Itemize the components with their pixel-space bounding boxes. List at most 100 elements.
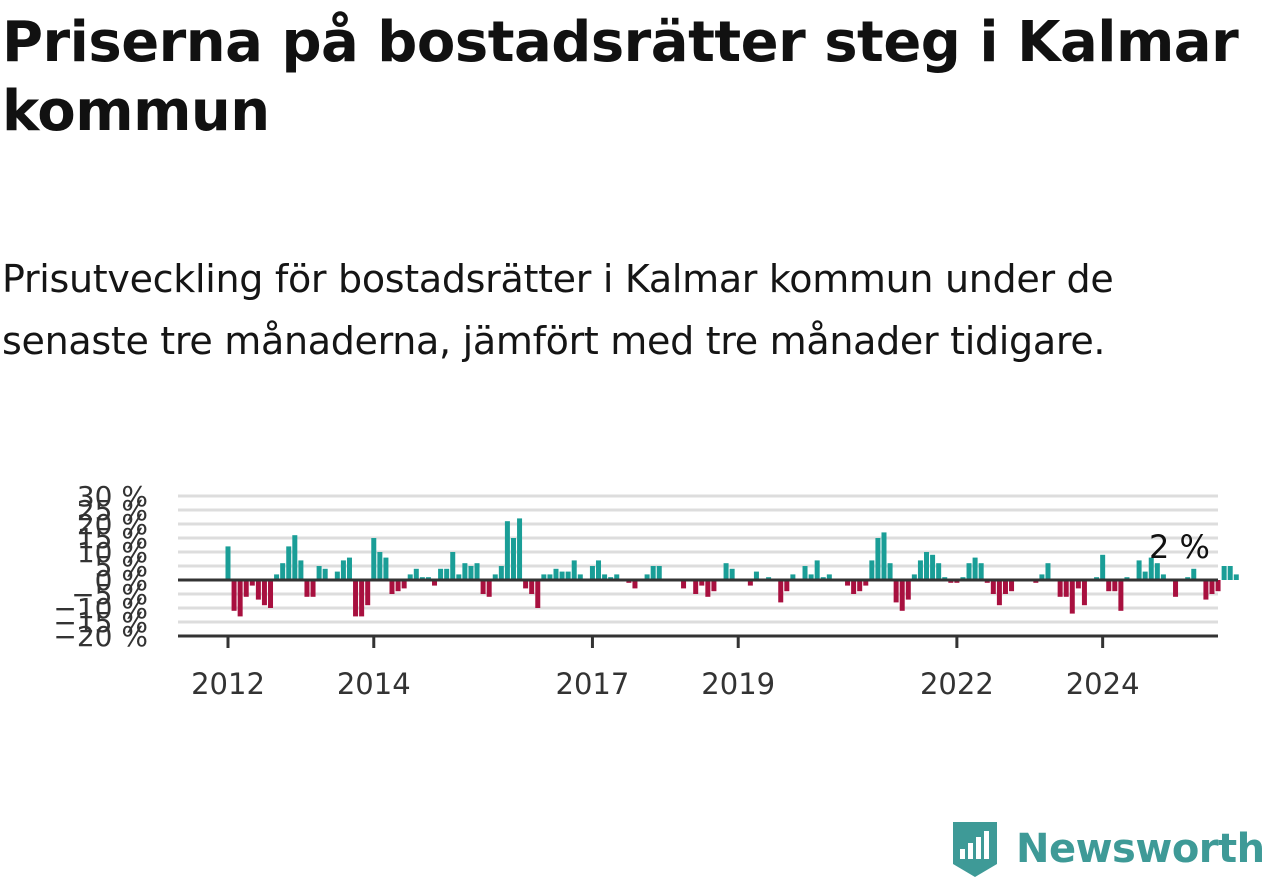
newsworthy-logo-icon (953, 822, 997, 877)
bar (972, 557, 978, 580)
bar (365, 580, 371, 606)
bar (1215, 580, 1221, 592)
bar (529, 580, 535, 594)
bar (1136, 560, 1142, 580)
bar (936, 563, 942, 580)
bar (1045, 563, 1051, 580)
x-axis-ticks: 2012 2014 2017 2019 2022 2024 (191, 636, 1140, 701)
bar (286, 546, 292, 580)
bar (747, 580, 753, 586)
bar (681, 580, 687, 589)
bar (243, 580, 249, 597)
bar (1233, 574, 1239, 580)
bar (893, 580, 899, 603)
bar (784, 580, 790, 592)
bar (334, 571, 340, 580)
bar (249, 580, 255, 586)
bar (632, 580, 638, 589)
bar (790, 574, 796, 580)
bar (438, 568, 444, 580)
bar (444, 568, 450, 580)
bar (504, 521, 510, 580)
bar (917, 560, 923, 580)
bar (274, 574, 280, 580)
latest-value-annotation: 2 % (1149, 528, 1210, 566)
bar (225, 546, 231, 580)
bar (996, 580, 1002, 606)
bar (869, 560, 875, 580)
bar (711, 580, 717, 592)
brand-name: Newsworthy (1016, 826, 1262, 872)
bar (1203, 580, 1209, 600)
x-tick-label: 2019 (701, 667, 775, 701)
bar (371, 538, 377, 580)
newsworthy-logo: Newsworthy (950, 818, 1262, 880)
bar (863, 580, 869, 586)
bar (310, 580, 316, 597)
y-tick-label: 25 % (77, 494, 148, 527)
bar (456, 574, 462, 580)
bar (905, 580, 911, 600)
bar (644, 574, 650, 580)
bar (432, 580, 438, 586)
bar (565, 571, 571, 580)
bar (656, 566, 662, 580)
y-tick-label: 10 % (77, 536, 148, 569)
bar (1075, 580, 1081, 589)
bar (808, 574, 814, 580)
bar (814, 560, 820, 580)
bar (924, 552, 930, 580)
bar (389, 580, 395, 594)
bar (547, 574, 553, 580)
bar (705, 580, 711, 597)
bar (851, 580, 857, 594)
y-tick-label: 20 % (77, 508, 148, 541)
bar (1057, 580, 1063, 597)
bar (541, 574, 547, 580)
bar (510, 538, 516, 580)
bar (577, 574, 583, 580)
bar (304, 580, 310, 597)
bar (1209, 580, 1215, 594)
bar (1227, 566, 1233, 580)
y-tick-label: 5 % (95, 550, 148, 583)
bar (255, 580, 261, 600)
bar (359, 580, 365, 617)
bar (899, 580, 905, 611)
bar (699, 580, 705, 586)
bar (693, 580, 699, 594)
chart-title: Priserna på bostadsrätter steg i Kalmar … (2, 10, 1239, 144)
bar (1173, 580, 1179, 597)
bar (480, 580, 486, 594)
bar (723, 563, 729, 580)
bar (1106, 580, 1112, 592)
bar (468, 566, 474, 580)
bar (1221, 566, 1227, 580)
bar (1100, 554, 1106, 580)
bar (316, 566, 322, 580)
bar (340, 560, 346, 580)
bar-chart: −20 %−15 %−10 %−5 %0 %5 %10 %15 %20 %25 … (53, 480, 1239, 701)
x-tick-label: 2017 (556, 667, 630, 701)
bar (395, 580, 401, 592)
bar (1081, 580, 1087, 606)
bar (292, 535, 298, 580)
bar (523, 580, 529, 589)
bar (596, 560, 602, 580)
bar (231, 580, 237, 611)
bar (602, 574, 608, 580)
bar (237, 580, 243, 617)
bar (383, 557, 389, 580)
bar (517, 518, 523, 580)
bar (650, 566, 656, 580)
y-axis-ticks: −20 %−15 %−10 %−5 %0 %5 %10 %15 %20 %25 … (53, 480, 148, 653)
bar (1142, 571, 1148, 580)
bar (450, 552, 456, 580)
bar (1063, 580, 1069, 597)
bar (1154, 563, 1160, 580)
bar (322, 568, 328, 580)
y-tick-label: −20 % (53, 620, 148, 653)
bar (911, 574, 917, 580)
bar (845, 580, 851, 586)
bar (462, 563, 468, 580)
